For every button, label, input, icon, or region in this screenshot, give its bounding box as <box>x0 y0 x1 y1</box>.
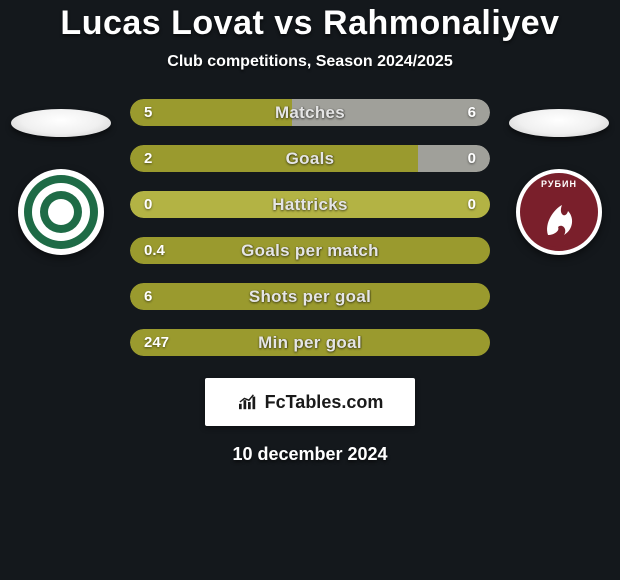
left-club-badge <box>18 169 104 255</box>
stat-row-hattricks: Hattricks0 0 <box>130 191 490 218</box>
bar-left-value: 0.4 <box>144 237 165 264</box>
stat-row-goals: Goals2 0 <box>130 145 490 172</box>
brand-badge: FcTables.com <box>205 378 415 426</box>
stat-row-spg: Shots per goal6 <box>130 283 490 310</box>
bar-right-value: 6 <box>468 99 476 126</box>
left-column <box>6 99 116 255</box>
bar-left-value: 2 <box>144 145 152 172</box>
right-badge-text: РУБИН <box>520 179 598 189</box>
bar-left-value: 6 <box>144 283 152 310</box>
bar-label: Min per goal <box>130 329 490 356</box>
bar-right-value: 0 <box>468 191 476 218</box>
brand-text: FcTables.com <box>265 392 384 413</box>
bar-label: Shots per goal <box>130 283 490 310</box>
stats-bars: Matches56Goals20Hattricks00Goals per mat… <box>116 99 504 356</box>
flame-icon <box>538 201 588 241</box>
bar-label: Matches <box>130 99 490 126</box>
stat-row-matches: Matches5 6 <box>130 99 490 126</box>
right-club-badge: РУБИН <box>516 169 602 255</box>
right-column: РУБИН <box>504 99 614 255</box>
bar-left-value: 5 <box>144 99 152 126</box>
page-title: Lucas Lovat vs Rahmonaliyev <box>0 4 620 43</box>
bar-label: Goals <box>130 145 490 172</box>
bar-right-value: 0 <box>468 145 476 172</box>
subtitle: Club competitions, Season 2024/2025 <box>0 53 620 71</box>
bar-label: Hattricks <box>130 191 490 218</box>
comparison-card: Lucas Lovat vs Rahmonaliyev Club competi… <box>0 0 620 465</box>
main-row: Matches56Goals20Hattricks00Goals per mat… <box>0 99 620 356</box>
chart-icon <box>237 393 259 411</box>
footer-date: 10 december 2024 <box>0 444 620 465</box>
bar-left-value: 0 <box>144 191 152 218</box>
bar-label: Goals per match <box>130 237 490 264</box>
right-player-placeholder <box>509 109 609 137</box>
left-player-placeholder <box>11 109 111 137</box>
bar-left-value: 247 <box>144 329 169 356</box>
stat-row-gpm: Goals per match0.4 <box>130 237 490 264</box>
stat-row-mpg: Min per goal247 <box>130 329 490 356</box>
